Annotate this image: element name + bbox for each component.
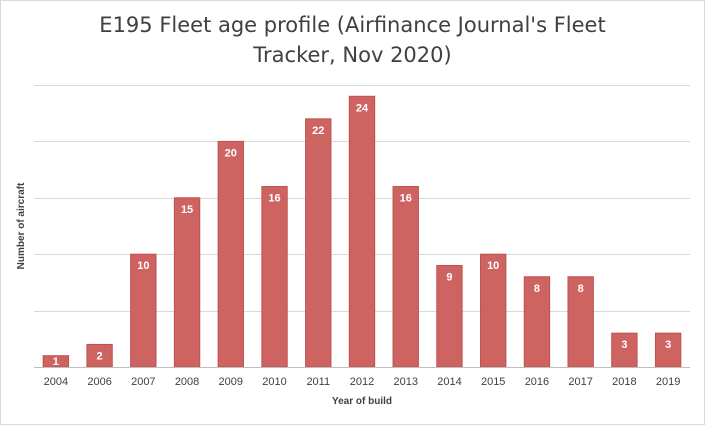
bar <box>654 332 682 368</box>
bar <box>261 186 288 368</box>
data-label: 16 <box>400 193 412 205</box>
data-label: 8 <box>534 283 540 295</box>
x-tick-label: 2014 <box>437 376 461 388</box>
data-label: 20 <box>225 147 237 159</box>
bar <box>523 276 551 368</box>
chart-title-line-1: E195 Fleet age profile (Airfinance Journ… <box>99 13 606 37</box>
x-tick-label: 2006 <box>87 376 111 388</box>
data-label: 24 <box>356 102 369 114</box>
x-tick-label: 2018 <box>612 376 636 388</box>
data-label: 3 <box>665 339 671 351</box>
data-label: 8 <box>578 283 584 295</box>
x-tick-label: 2013 <box>393 376 417 388</box>
x-axis-title: Year of build <box>332 396 392 407</box>
y-axis-title: Number of aircraft <box>16 182 27 269</box>
bar <box>567 276 594 368</box>
chart-title: E195 Fleet age profile (Airfinance Journ… <box>0 10 705 70</box>
data-labels: 1 2 10 15 20 16 22 24 16 9 10 8 8 3 3 <box>53 102 671 368</box>
x-tick-label: 2015 <box>481 376 505 388</box>
x-tick-label: 2017 <box>568 376 592 388</box>
data-label: 10 <box>487 260 499 272</box>
bar <box>173 197 201 368</box>
x-tick-label: 2004 <box>44 376 68 388</box>
x-tick-label: 2010 <box>262 376 286 388</box>
data-label: 1 <box>53 356 59 368</box>
bar <box>348 95 376 368</box>
bar <box>217 140 244 368</box>
x-tick-label: 2007 <box>131 376 155 388</box>
data-label: 16 <box>268 193 280 205</box>
chart-title-line-2: Tracker, Nov 2020) <box>253 43 452 67</box>
bar <box>436 264 463 368</box>
bar <box>480 253 507 368</box>
x-tick-label: 2016 <box>525 376 549 388</box>
bar <box>392 186 419 368</box>
x-tick-label: 2009 <box>219 376 243 388</box>
x-tick-label: 2011 <box>306 376 330 388</box>
bar <box>130 253 157 368</box>
data-label: 3 <box>621 339 627 351</box>
data-label: 2 <box>97 350 103 362</box>
x-tick-label: 2008 <box>175 376 199 388</box>
data-label: 10 <box>137 260 149 272</box>
data-label: 9 <box>446 271 452 283</box>
data-label: 15 <box>181 204 193 216</box>
x-tick-label: 2019 <box>656 376 680 388</box>
x-tick-label: 2012 <box>350 376 374 388</box>
bar <box>305 118 332 368</box>
bars <box>42 95 682 368</box>
data-label: 22 <box>312 125 324 137</box>
x-tick-labels: 2004 2006 2007 2008 2009 2010 2011 2012 2013 2014… <box>44 376 681 388</box>
